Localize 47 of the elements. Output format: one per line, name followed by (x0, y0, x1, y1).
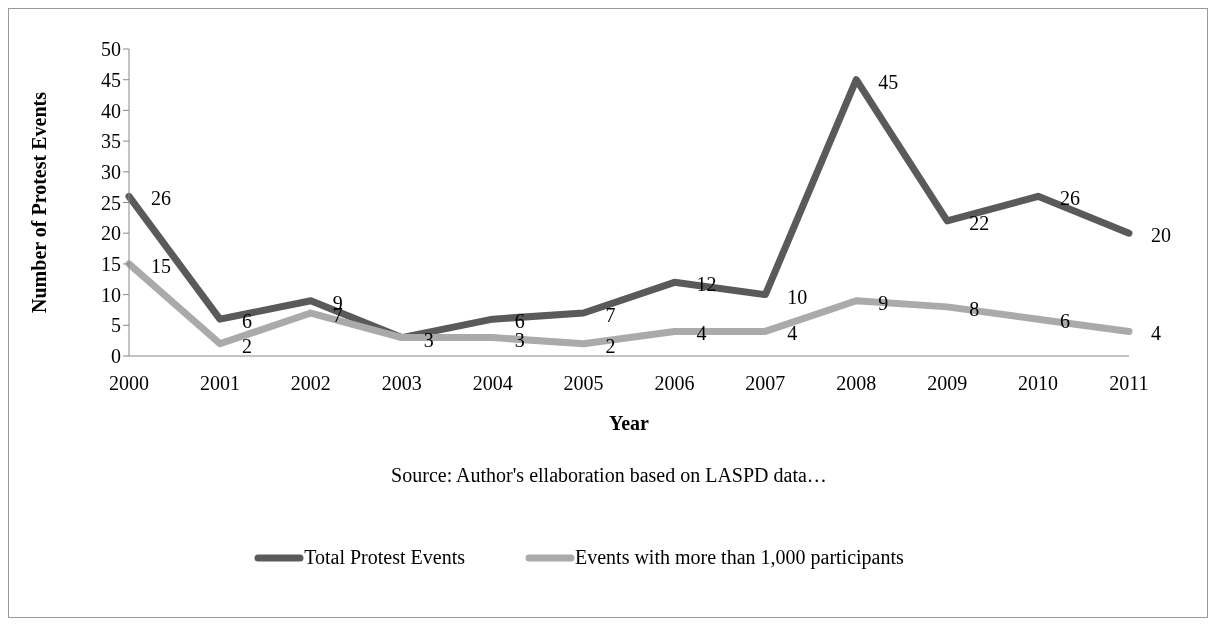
x-tick-label: 2006 (654, 372, 695, 395)
data-label: 20 (1151, 224, 1171, 247)
data-label: 2 (241, 334, 252, 357)
data-label: 6 (1060, 310, 1071, 333)
y-tick-label: 0 (111, 345, 121, 368)
data-label: 2 (605, 334, 616, 357)
data-label: 45 (878, 70, 899, 93)
data-label: 4 (787, 322, 798, 345)
y-tick-label: 10 (101, 283, 121, 306)
data-label: 3 (514, 328, 525, 351)
y-tick-label: 5 (111, 314, 121, 337)
y-tick-label: 20 (101, 222, 121, 245)
data-label: 7 (605, 304, 616, 327)
data-label: 4 (696, 322, 707, 345)
data-label: 8 (969, 297, 980, 320)
data-label: 9 (878, 291, 889, 314)
x-axis-title: Year (609, 412, 650, 435)
x-tick-label: 2004 (472, 372, 513, 395)
y-axis-title: Number of Protest Events (28, 91, 51, 313)
x-tick-label: 2001 (199, 372, 240, 395)
y-tick-label: 50 (101, 38, 121, 61)
source-note: Source: Author's ellaboration based on LASPD data… (390, 464, 828, 487)
x-tick-label: 2009 (927, 372, 968, 395)
x-tick-label: 2008 (836, 372, 877, 395)
data-label: 26 (151, 187, 171, 210)
data-label: 15 (151, 254, 171, 277)
x-tick-label: 2007 (745, 372, 786, 395)
data-label: 10 (787, 285, 808, 308)
y-tick-label: 25 (101, 191, 121, 214)
y-tick-label: 35 (101, 130, 121, 153)
x-tick-label: 2003 (381, 372, 422, 395)
y-tick-label: 45 (101, 68, 121, 91)
x-tick-label: 2010 (1018, 372, 1059, 395)
data-label: 3 (423, 328, 434, 351)
x-tick-label: 2002 (290, 372, 331, 395)
y-tick-label: 15 (101, 253, 121, 275)
x-tick-label: 2005 (563, 372, 604, 395)
data-label: 26 (1060, 187, 1081, 210)
y-tick-label: 40 (101, 99, 121, 122)
data-label: 4 (1151, 322, 1161, 345)
y-tick-label: 30 (101, 160, 121, 183)
data-label: 22 (969, 211, 990, 234)
x-tick-label: 2011 (1109, 372, 1149, 395)
x-tick-label: 2000 (109, 372, 149, 395)
data-label: 6 (241, 310, 252, 333)
legend-label: Events with more than 1,000 participants (574, 546, 904, 569)
legend-label: Total Protest Events (304, 546, 465, 569)
